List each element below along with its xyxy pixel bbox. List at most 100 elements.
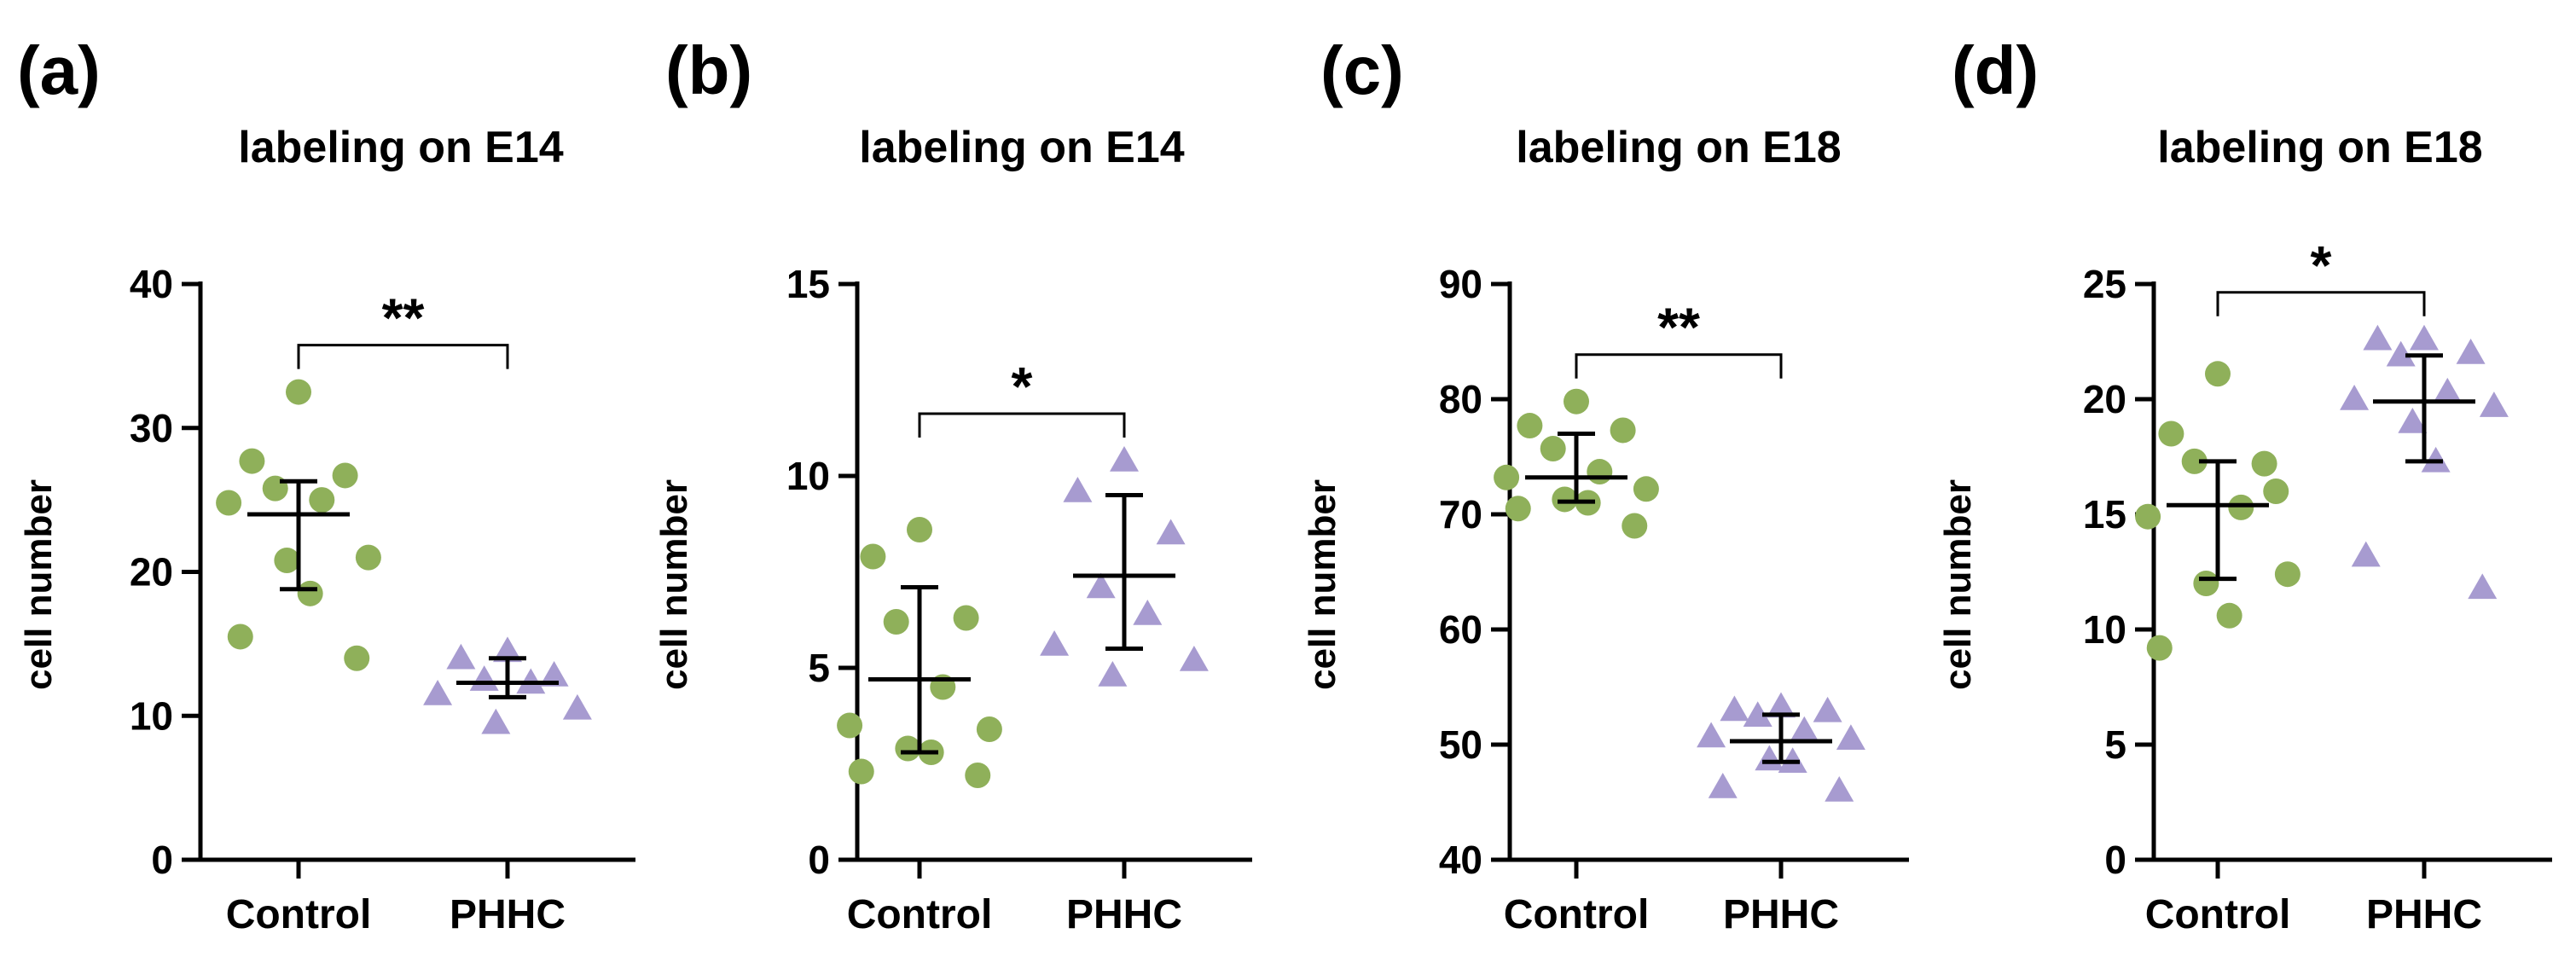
x-tick-label: PHHC: [450, 892, 566, 937]
y-axis-label: cell number: [653, 479, 695, 690]
data-point-control: [355, 544, 381, 571]
data-point-control: [2193, 571, 2219, 596]
data-point-phhc: [2351, 541, 2381, 567]
data-point-control: [895, 735, 921, 762]
significance-bracket: [1575, 353, 1783, 379]
data-point-control: [2216, 602, 2242, 629]
y-tick-label: 80: [1439, 377, 1482, 421]
y-tick-label: 25: [2083, 262, 2126, 306]
data-point-control: [1540, 436, 1566, 462]
x-tick-label: Control: [2145, 892, 2291, 937]
data-point-phhc: [2479, 392, 2509, 417]
data-point-control: [286, 379, 311, 405]
y-tick-label: 10: [130, 693, 173, 738]
data-point-control: [1505, 496, 1531, 522]
y-tick-label: 15: [786, 262, 830, 306]
data-point-control: [239, 448, 265, 474]
panel-label: (d): [1952, 32, 2039, 108]
chart-title: labeling on E14: [859, 123, 1184, 172]
data-point-phhc: [1063, 477, 1093, 502]
y-tick-label: 20: [2083, 377, 2126, 421]
data-point-control: [1564, 388, 1589, 415]
y-tick-label: 10: [786, 454, 830, 498]
data-point-phhc: [1133, 600, 1163, 625]
data-point-phhc: [493, 636, 522, 663]
data-point-phhc: [1156, 519, 1186, 545]
data-point-control: [1517, 413, 1543, 439]
data-point-phhc: [1708, 772, 1738, 798]
data-point-phhc: [1110, 446, 1139, 472]
y-tick-label: 5: [808, 646, 830, 690]
data-point-phhc: [2468, 573, 2498, 600]
x-tick-label: PHHC: [1066, 892, 1182, 937]
data-point-phhc: [469, 665, 499, 691]
data-point-control: [1633, 476, 1659, 502]
data-point-control: [883, 609, 909, 635]
data-point-phhc: [1098, 661, 1128, 687]
data-point-phhc: [423, 679, 453, 705]
chart-title: labeling on E18: [2157, 123, 2482, 172]
data-point-control: [344, 645, 370, 671]
y-tick-label: 40: [130, 262, 173, 306]
data-point-phhc: [1720, 695, 1749, 722]
y-tick-label: 50: [1439, 722, 1482, 767]
data-point-phhc: [2398, 408, 2428, 433]
significance-marker: **: [382, 287, 425, 349]
data-point-control: [2251, 450, 2277, 477]
data-point-control: [1587, 459, 1613, 485]
y-tick-label: 90: [1439, 262, 1482, 306]
y-tick-label: 70: [1439, 492, 1482, 536]
x-tick-label: PHHC: [2366, 892, 2482, 937]
data-point-phhc: [1040, 630, 1070, 656]
significance-marker: *: [1012, 356, 1033, 417]
data-point-control: [2181, 448, 2208, 474]
significance-bracket: [297, 344, 509, 369]
data-point-control: [309, 487, 335, 513]
x-tick-label: Control: [226, 892, 372, 937]
data-point-control: [860, 543, 886, 570]
y-tick-label: 30: [130, 406, 173, 450]
data-point-control: [274, 548, 300, 573]
y-axis-label: cell number: [18, 479, 60, 690]
data-point-phhc: [1743, 701, 1772, 727]
data-point-control: [848, 758, 874, 785]
x-tick-label: Control: [847, 892, 993, 937]
data-point-control: [1622, 513, 1648, 539]
data-point-phhc: [1813, 696, 1842, 722]
data-point-phhc: [1836, 724, 1865, 750]
data-point-control: [332, 462, 358, 489]
panel-label: (b): [665, 32, 752, 108]
x-tick-label: PHHC: [1723, 892, 1839, 937]
y-tick-label: 20: [130, 550, 173, 594]
significance-marker: *: [2311, 235, 2332, 296]
data-point-control: [907, 517, 932, 542]
y-tick-label: 60: [1439, 607, 1482, 652]
data-point-control: [1610, 417, 1636, 444]
data-point-control: [227, 624, 253, 650]
x-tick-label: Control: [1504, 892, 1650, 937]
data-point-control: [837, 712, 863, 739]
y-tick-label: 5: [2104, 722, 2126, 767]
significance-marker: **: [1657, 297, 1700, 358]
y-tick-label: 15: [2083, 492, 2126, 536]
y-tick-label: 10: [2083, 607, 2126, 652]
panel-a: (a) labeling on E14 cell number 0 10 20 30 40 Co…: [17, 32, 635, 937]
data-point-control: [2274, 561, 2300, 588]
panel-d: (d) labeling on E18 cell number 0 5 10 15 20 25 C…: [1937, 32, 2552, 937]
significance-bracket: [918, 412, 1126, 438]
data-point-phhc: [1179, 646, 1209, 671]
y-axis-label: cell number: [1937, 479, 1979, 690]
data-point-control: [2228, 494, 2254, 520]
panel-c: (c) labeling on E18 cell number 40 50 60 70 80 9…: [1302, 32, 1909, 937]
data-point-phhc: [1825, 776, 1854, 802]
data-point-control: [297, 580, 323, 606]
chart-title: labeling on E18: [1516, 123, 1841, 172]
data-point-control: [2146, 635, 2173, 661]
data-point-phhc: [1790, 716, 1819, 742]
data-point-phhc: [1767, 692, 1796, 718]
data-point-phhc: [539, 661, 569, 687]
data-point-phhc: [2363, 324, 2393, 351]
data-point-control: [2135, 503, 2161, 530]
y-tick-label: 0: [2104, 838, 2126, 882]
